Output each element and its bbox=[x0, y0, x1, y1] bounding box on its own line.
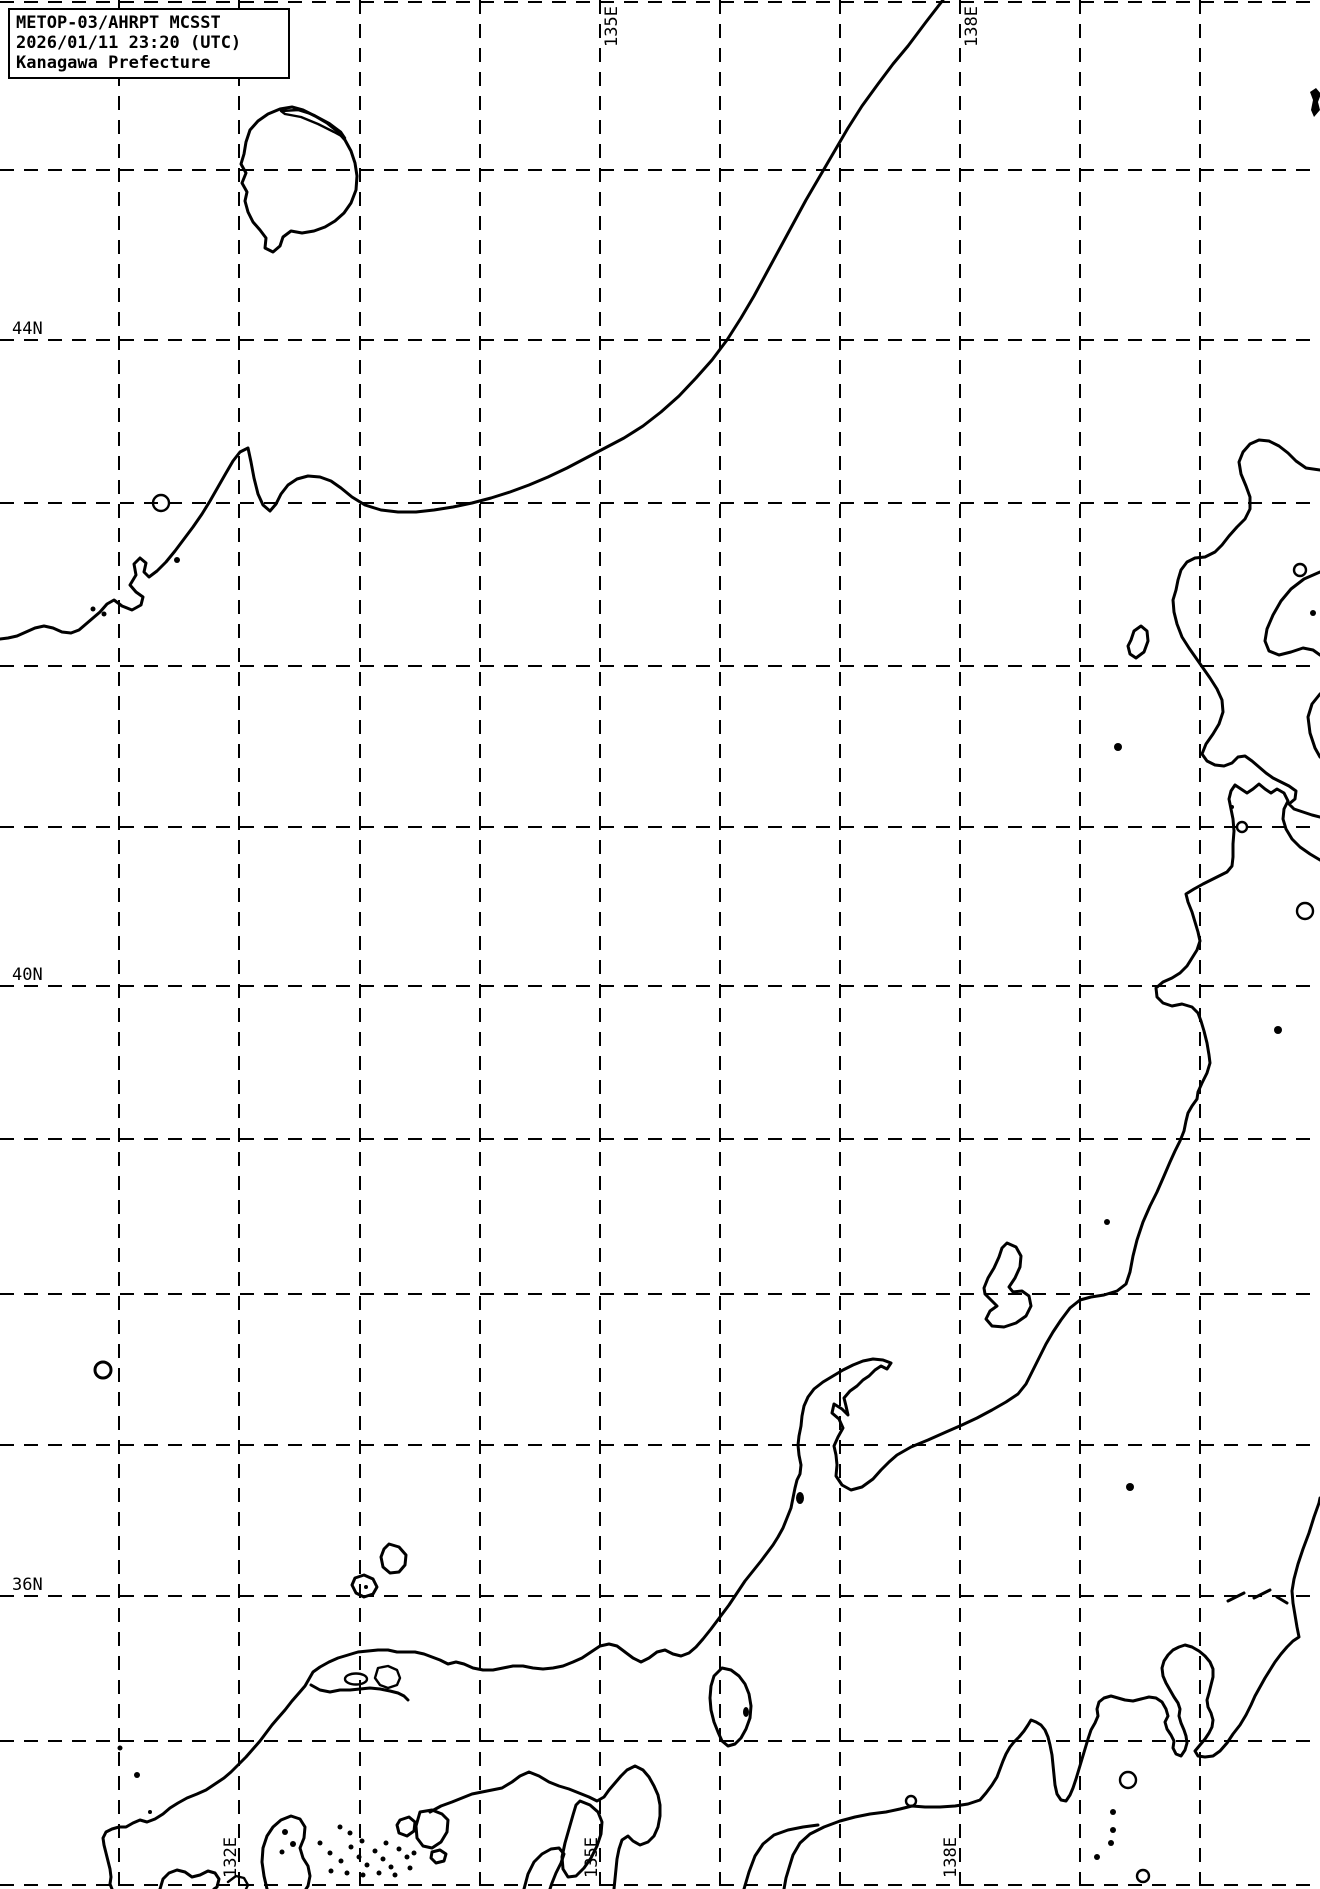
lake-biwa bbox=[708, 1666, 753, 1748]
lake-shinji bbox=[343, 1672, 369, 1686]
sado-island bbox=[982, 1241, 1033, 1329]
amur-bay-ring bbox=[151, 493, 171, 513]
lon-label-bottom-132e: 132E bbox=[221, 1837, 241, 1878]
izu-miyake bbox=[1135, 1868, 1151, 1884]
coast-harima-osaka bbox=[428, 1764, 662, 1889]
okushiri-island bbox=[1126, 624, 1150, 660]
lake-nakaumi bbox=[373, 1664, 402, 1690]
title-box: METOP-03/AHRPT MCSST 2026/01/11 23:20 (U… bbox=[8, 8, 290, 79]
awaji-island bbox=[560, 1799, 604, 1879]
title-line-satellite: METOP-03/AHRPT MCSST bbox=[16, 13, 221, 33]
geiyo-island-3 bbox=[429, 1848, 448, 1865]
khanka-sandbar bbox=[279, 108, 347, 140]
coast-honshu-west bbox=[101, 782, 1320, 1889]
geiyo-island-1 bbox=[414, 1808, 450, 1850]
lon-label-bottom-138e: 138E bbox=[941, 1837, 961, 1878]
izu-oshima bbox=[1118, 1770, 1138, 1790]
lon-label-bottom-135e: 135E bbox=[582, 1837, 602, 1878]
lake-jusan bbox=[1235, 820, 1249, 834]
coast-hokkaido-west bbox=[1171, 438, 1320, 819]
title-line-datetime: 2026/01/11 23:20 (UTC) bbox=[16, 33, 242, 53]
coast-ishikari-bay bbox=[1263, 570, 1320, 657]
oki-dogo bbox=[379, 1542, 408, 1575]
lake-rings bbox=[151, 493, 1315, 1884]
ulleungdo-island bbox=[93, 1360, 113, 1380]
title-line-region: Kanagawa Prefecture bbox=[16, 53, 211, 73]
lake-khanka bbox=[239, 105, 359, 254]
coast-tokushima bbox=[522, 1846, 566, 1889]
lat-label-40n: 40N bbox=[12, 965, 43, 985]
kujukuri-sliver-1 bbox=[1226, 1591, 1246, 1603]
geiyo-island-2 bbox=[395, 1815, 417, 1838]
coast-russia bbox=[0, 0, 945, 641]
lat-label-44n: 44N bbox=[12, 319, 43, 339]
islet-specks bbox=[90, 557, 1316, 1878]
lat-label-36n: 36N bbox=[12, 1575, 43, 1595]
kujukuri-sliver-2 bbox=[1252, 1588, 1272, 1600]
coast-shikoku-nw bbox=[260, 1814, 312, 1889]
kujukuri-sliver-3 bbox=[1275, 1595, 1289, 1605]
ishikari-lagoon bbox=[1292, 562, 1308, 578]
lon-label-top-138e: 138E bbox=[962, 6, 982, 47]
lake-towada bbox=[1295, 901, 1315, 921]
edge-islet bbox=[1310, 88, 1320, 117]
oki-dozen bbox=[350, 1573, 379, 1599]
lake-hamana bbox=[904, 1794, 918, 1808]
coast-kyushu-fragment bbox=[226, 1874, 250, 1889]
coast-funka-edge bbox=[1306, 692, 1320, 759]
coast-tokai-kanto bbox=[782, 1496, 1320, 1889]
biwa-shore-mark bbox=[743, 1707, 749, 1717]
coast-shimonoseki bbox=[158, 1868, 221, 1889]
coast-ise-west bbox=[742, 1823, 820, 1889]
lon-label-top-135e: 135E bbox=[602, 6, 622, 47]
shimane-peninsula-south bbox=[309, 1683, 410, 1702]
graticule-labels: 44N 40N 36N 135E 138E 132E 135E 138E bbox=[12, 6, 982, 1878]
